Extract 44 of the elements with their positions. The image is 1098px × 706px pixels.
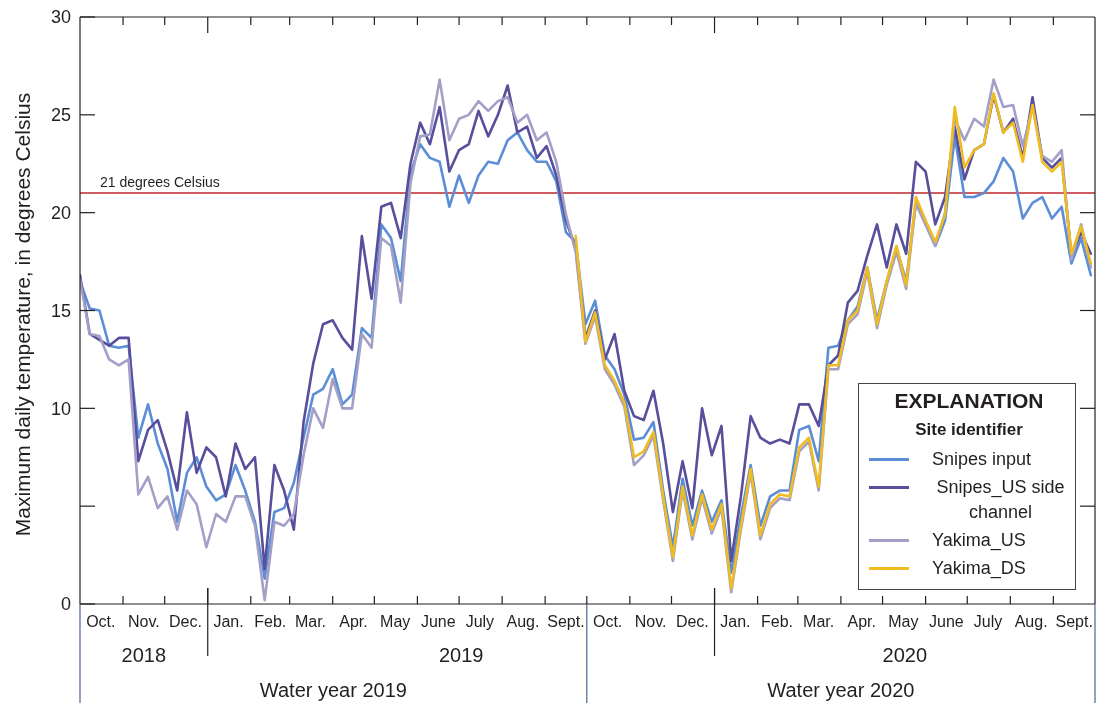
y-tick-label: 20 bbox=[50, 203, 71, 224]
x-tick-label: July bbox=[973, 613, 1003, 630]
x-tick-label: July bbox=[465, 613, 495, 630]
x-tick-label: June bbox=[929, 613, 964, 630]
legend-title: EXPLANATION bbox=[893, 388, 1045, 414]
line-series bbox=[574, 92, 1093, 590]
annotation: Site identifier bbox=[914, 419, 1024, 441]
x-tick-label: Oct. bbox=[86, 613, 116, 630]
x-tick-label: Dec. bbox=[675, 613, 709, 630]
x-tick-label: Apr. bbox=[847, 613, 876, 630]
y-tick-label: 0 bbox=[60, 594, 71, 615]
x-tick-label: Apr. bbox=[339, 613, 368, 630]
text: 2019 bbox=[438, 644, 484, 666]
x-tick-label: Jan. bbox=[720, 613, 751, 630]
y-tick-label: 15 bbox=[50, 300, 71, 321]
x-tick-label: Mar. bbox=[294, 613, 327, 630]
legend-label: Yakima_DS bbox=[932, 557, 1026, 581]
text: 2018 bbox=[121, 644, 167, 666]
legend-label: Yakima_US bbox=[932, 529, 1026, 553]
x-tick-label: Mar. bbox=[803, 613, 835, 630]
x-tick-label: May bbox=[888, 613, 919, 630]
x-tick-label: Feb. bbox=[254, 613, 287, 630]
x-tick-label: Nov. bbox=[128, 613, 160, 630]
y-tick-label: 10 bbox=[50, 398, 71, 419]
x-tick-label: May bbox=[380, 613, 411, 630]
x-tick-label: Sept. bbox=[1055, 613, 1093, 630]
ref-line-label: 21 degrees Celsius bbox=[100, 174, 220, 191]
x-tick-label: Aug. bbox=[506, 613, 540, 630]
y-axis-title: Maximum daily temperature, in degrees Celsius bbox=[10, 92, 34, 537]
x-tick-label: June bbox=[420, 613, 456, 630]
text: Water year 2019 bbox=[259, 679, 407, 701]
x-tick-label: Sept. bbox=[547, 613, 585, 630]
y-tick-label: 25 bbox=[50, 105, 71, 126]
x-tick-label: Jan. bbox=[213, 613, 244, 630]
x-tick-label: Nov. bbox=[634, 613, 667, 630]
legend-label: Snipes input bbox=[932, 448, 1032, 471]
x-tick-label: Dec. bbox=[169, 613, 202, 630]
legend-label: Snipes_US side channel bbox=[935, 476, 1066, 524]
x-tick-label: Feb. bbox=[761, 613, 794, 630]
text: Water year 2020 bbox=[767, 679, 915, 701]
x-tick-label: Oct. bbox=[592, 613, 623, 630]
text: 2020 bbox=[882, 644, 928, 666]
x-tick-label: Aug. bbox=[1014, 613, 1048, 630]
y-tick-label: 30 bbox=[50, 7, 71, 28]
